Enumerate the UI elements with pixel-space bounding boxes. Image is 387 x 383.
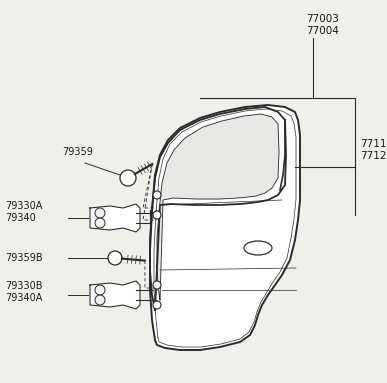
Circle shape	[120, 170, 136, 186]
Text: 77003
77004: 77003 77004	[306, 14, 339, 36]
Circle shape	[153, 191, 161, 199]
Polygon shape	[90, 281, 140, 309]
Polygon shape	[150, 105, 300, 350]
Text: 79330B
79340A: 79330B 79340A	[5, 281, 43, 303]
Text: 77111
77121: 77111 77121	[360, 139, 387, 161]
Ellipse shape	[244, 241, 272, 255]
Circle shape	[95, 295, 105, 305]
Circle shape	[153, 301, 161, 309]
Text: 79330A
79340: 79330A 79340	[5, 201, 42, 223]
Polygon shape	[157, 114, 279, 300]
Circle shape	[153, 211, 161, 219]
Circle shape	[95, 208, 105, 218]
Text: 79359: 79359	[62, 147, 93, 157]
Polygon shape	[90, 204, 140, 232]
Circle shape	[95, 285, 105, 295]
Circle shape	[108, 251, 122, 265]
Circle shape	[153, 281, 161, 289]
Text: 79359B: 79359B	[5, 253, 43, 263]
Circle shape	[95, 218, 105, 228]
